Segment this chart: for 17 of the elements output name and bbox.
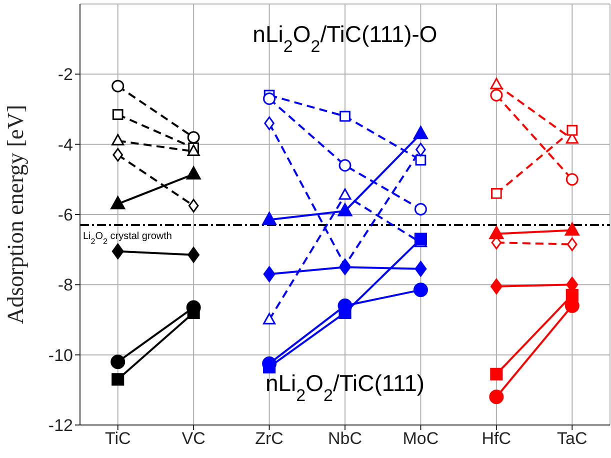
x-tick-label: NbC [328, 429, 362, 448]
y-tick-label: -6 [58, 206, 73, 225]
x-tick-label: MoC [402, 429, 439, 448]
x-tick-label: HfC [482, 429, 512, 448]
y-tick-label: -8 [58, 276, 73, 295]
x-tick-label: ZrC [255, 429, 284, 448]
y-tick-label: -2 [58, 65, 73, 84]
y-tick-label: -12 [48, 416, 73, 436]
annotation: nLi$_{2}$O$_{2}$/TiC(111) [265, 370, 425, 404]
ref-line-label: Li$_{2}$O$_{2}$ crystal growth [83, 231, 172, 246]
x-tick-label: TiC [104, 429, 131, 448]
x-tick-label: VC [182, 429, 206, 448]
y-axis-title: Adsorption energy [eV] [3, 104, 28, 324]
x-tick-label: TaC [557, 429, 588, 448]
annotation: nLi$_{2}$O$_{2}$/TiC(111)-O [252, 21, 438, 56]
y-tick-label: -4 [58, 135, 73, 154]
y-tick-label: -10 [48, 346, 73, 365]
